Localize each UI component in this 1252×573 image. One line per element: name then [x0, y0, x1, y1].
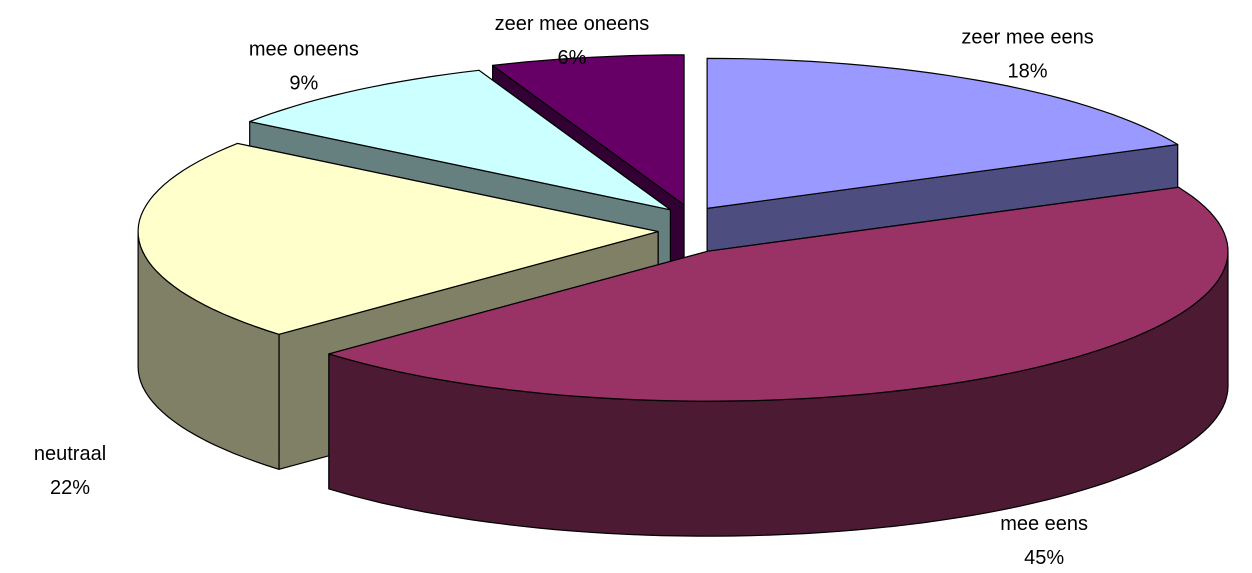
slice-top — [328, 186, 1229, 402]
data-label: zeer mee oneens 6% — [495, 13, 650, 69]
slice-top — [492, 54, 685, 206]
data-label: mee eens 45% — [1000, 513, 1088, 569]
data-label: mee oneens 9% — [249, 39, 359, 95]
slice — [328, 186, 1229, 537]
label-name: zeer mee oneens — [495, 13, 650, 35]
label-name: neutraal — [34, 443, 106, 465]
label-value: 45% — [1024, 547, 1064, 569]
label-value: 6% — [557, 47, 586, 69]
label-name: mee eens — [1000, 513, 1088, 535]
label-value: 18% — [1008, 61, 1048, 83]
slice-top — [249, 69, 672, 211]
label-name: mee oneens — [249, 39, 359, 61]
data-label: zeer mee eens 18% — [961, 27, 1093, 83]
label-name: zeer mee eens — [961, 27, 1093, 49]
slice-top — [137, 142, 659, 335]
label-value: 22% — [50, 477, 90, 499]
slice-top — [706, 57, 1179, 209]
data-label: neutraal 22% — [34, 443, 106, 499]
label-value: 9% — [289, 73, 318, 95]
